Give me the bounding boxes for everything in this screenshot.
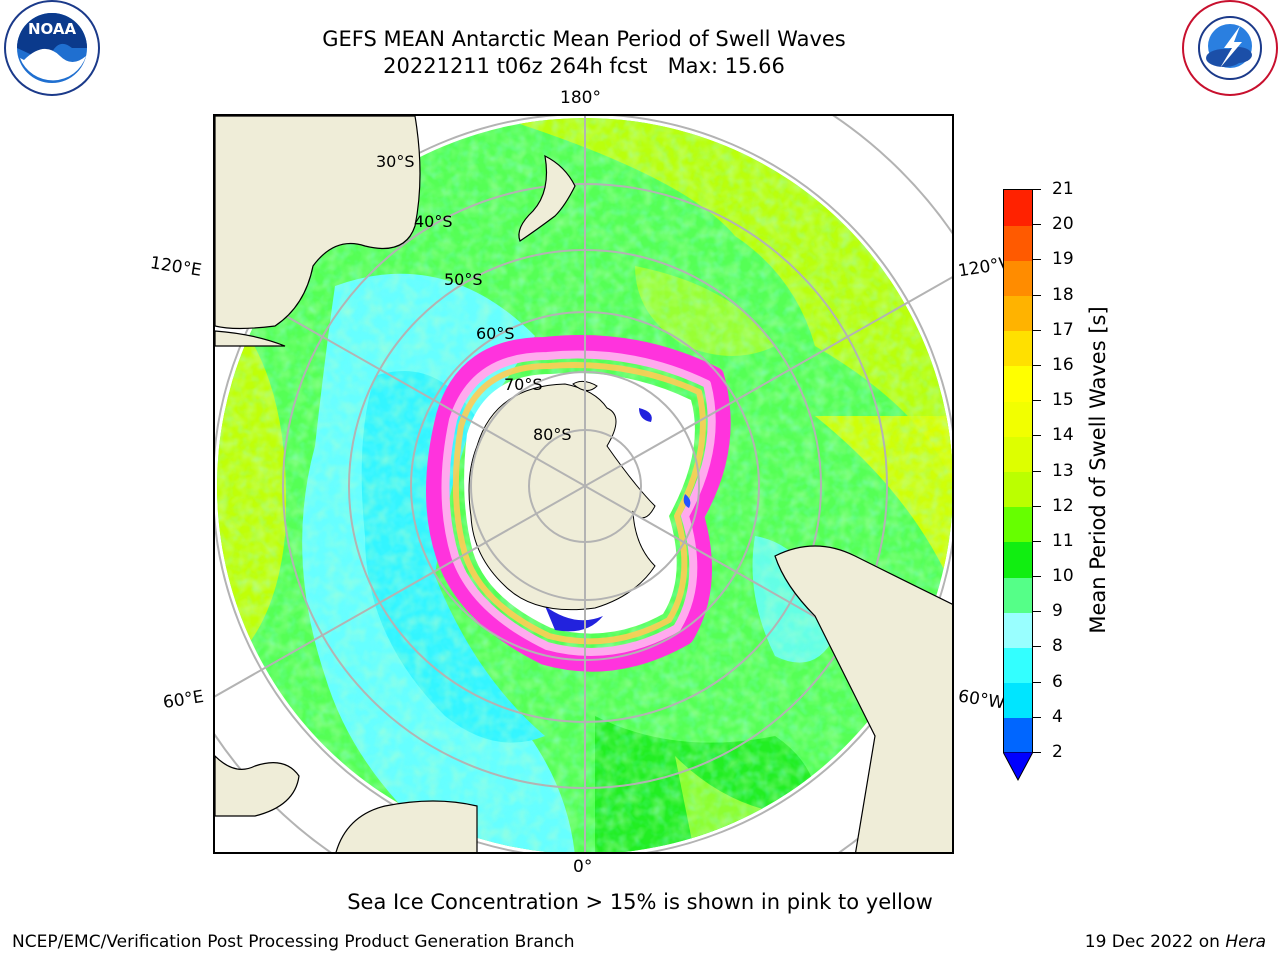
colorbar-tick	[1033, 576, 1041, 577]
footer-date-text: 19 Dec 2022 on	[1084, 932, 1226, 952]
colorbar-label: Mean Period of Swell Waves [s]	[1086, 306, 1110, 634]
lat-label-80s: 80°S	[533, 425, 572, 444]
colorbar-segment	[1004, 190, 1032, 226]
colorbar-tick-label: 15	[1052, 390, 1074, 410]
colorbar-tick-label: 2	[1052, 742, 1063, 762]
lon-label-120e: 120°E	[148, 253, 203, 281]
colorbar-tick-label: 11	[1052, 531, 1074, 551]
colorbar-segment	[1004, 682, 1032, 719]
colorbar-segment	[1004, 471, 1032, 508]
colorbar-tick	[1033, 400, 1041, 401]
lat-label-70s: 70°S	[504, 375, 543, 394]
footer-machine: Hera	[1225, 932, 1266, 952]
colorbar-segment	[1004, 260, 1032, 297]
colorbar-tick-label: 9	[1052, 601, 1063, 621]
colorbar-segment	[1004, 647, 1032, 684]
lon-label-60e: 60°E	[161, 686, 206, 714]
footer-credit: NCEP/EMC/Verification Post Processing Pr…	[12, 932, 575, 952]
colorbar-tick-label: 8	[1052, 636, 1063, 656]
lat-label-50s: 50°S	[444, 270, 483, 289]
colorbar-tick	[1033, 646, 1041, 647]
colorbar-tick	[1033, 259, 1041, 260]
noaa-logo: NOAA	[0, 0, 104, 100]
lon-label-60w: 60°W	[956, 686, 1007, 714]
colorbar-segment	[1004, 401, 1032, 437]
polar-map	[213, 114, 954, 854]
colorbar-tick	[1033, 365, 1041, 366]
colorbar-segment	[1004, 612, 1032, 648]
colorbar-segment	[1004, 506, 1032, 543]
colorbar-tick-label: 12	[1052, 496, 1074, 516]
colorbar-tick-label: 10	[1052, 566, 1074, 586]
colorbar-segment	[1004, 365, 1032, 402]
lon-label-0: 0°	[573, 857, 593, 877]
colorbar-tick	[1033, 330, 1041, 331]
antarctica-landmass	[468, 383, 656, 611]
colorbar-segment	[1004, 577, 1032, 613]
colorbar-extend-arrow	[1002, 751, 1034, 786]
colorbar-tick	[1033, 752, 1041, 753]
colorbar-segment	[1004, 717, 1032, 754]
colorbar-tick	[1033, 435, 1041, 436]
colorbar-tick-label: 18	[1052, 285, 1074, 305]
lat-label-60s: 60°S	[476, 324, 515, 343]
sea-ice-note: Sea Ice Concentration > 15% is shown in …	[347, 890, 933, 914]
colorbar-tick-label: 6	[1052, 672, 1063, 692]
colorbar-tick-label: 4	[1052, 707, 1063, 727]
colorbar-tick	[1033, 682, 1041, 683]
colorbar-segment	[1004, 225, 1032, 261]
colorbar-tick	[1033, 717, 1041, 718]
colorbar-segment	[1004, 295, 1032, 332]
colorbar-tick-label: 20	[1052, 214, 1074, 234]
colorbar-tick	[1033, 471, 1041, 472]
chart-title: GEFS MEAN Antarctic Mean Period of Swell…	[322, 27, 846, 51]
colorbar-tick-label: 14	[1052, 425, 1074, 445]
svg-text:NOAA: NOAA	[28, 20, 77, 38]
colorbar-segment	[1004, 541, 1032, 578]
colorbar-tick-label: 17	[1052, 320, 1074, 340]
colorbar-tick-label: 21	[1052, 179, 1074, 199]
colorbar-tick-label: 16	[1052, 355, 1074, 375]
colorbar-tick	[1033, 506, 1041, 507]
colorbar-tick	[1033, 295, 1041, 296]
colorbar-tick-label: 19	[1052, 249, 1074, 269]
continents	[215, 116, 952, 852]
colorbar-tick	[1033, 189, 1041, 190]
colorbar-tick-label: 13	[1052, 461, 1074, 481]
lon-label-180: 180°	[560, 88, 601, 108]
colorbar-tick	[1033, 611, 1041, 612]
graticule	[215, 116, 952, 852]
colorbar-segment	[1004, 330, 1032, 367]
colorbar-tick	[1033, 224, 1041, 225]
lat-label-40s: 40°S	[414, 212, 453, 231]
lat-label-30s: 30°S	[376, 152, 415, 171]
chart-subtitle: 20221211 t06z 264h fcst Max: 15.66	[383, 54, 785, 78]
colorbar-tick	[1033, 541, 1041, 542]
nws-logo	[1180, 0, 1280, 100]
colorbar	[1003, 189, 1033, 754]
colorbar-segment	[1004, 436, 1032, 472]
footer-date: 19 Dec 2022 on Hera	[1085, 932, 1266, 952]
